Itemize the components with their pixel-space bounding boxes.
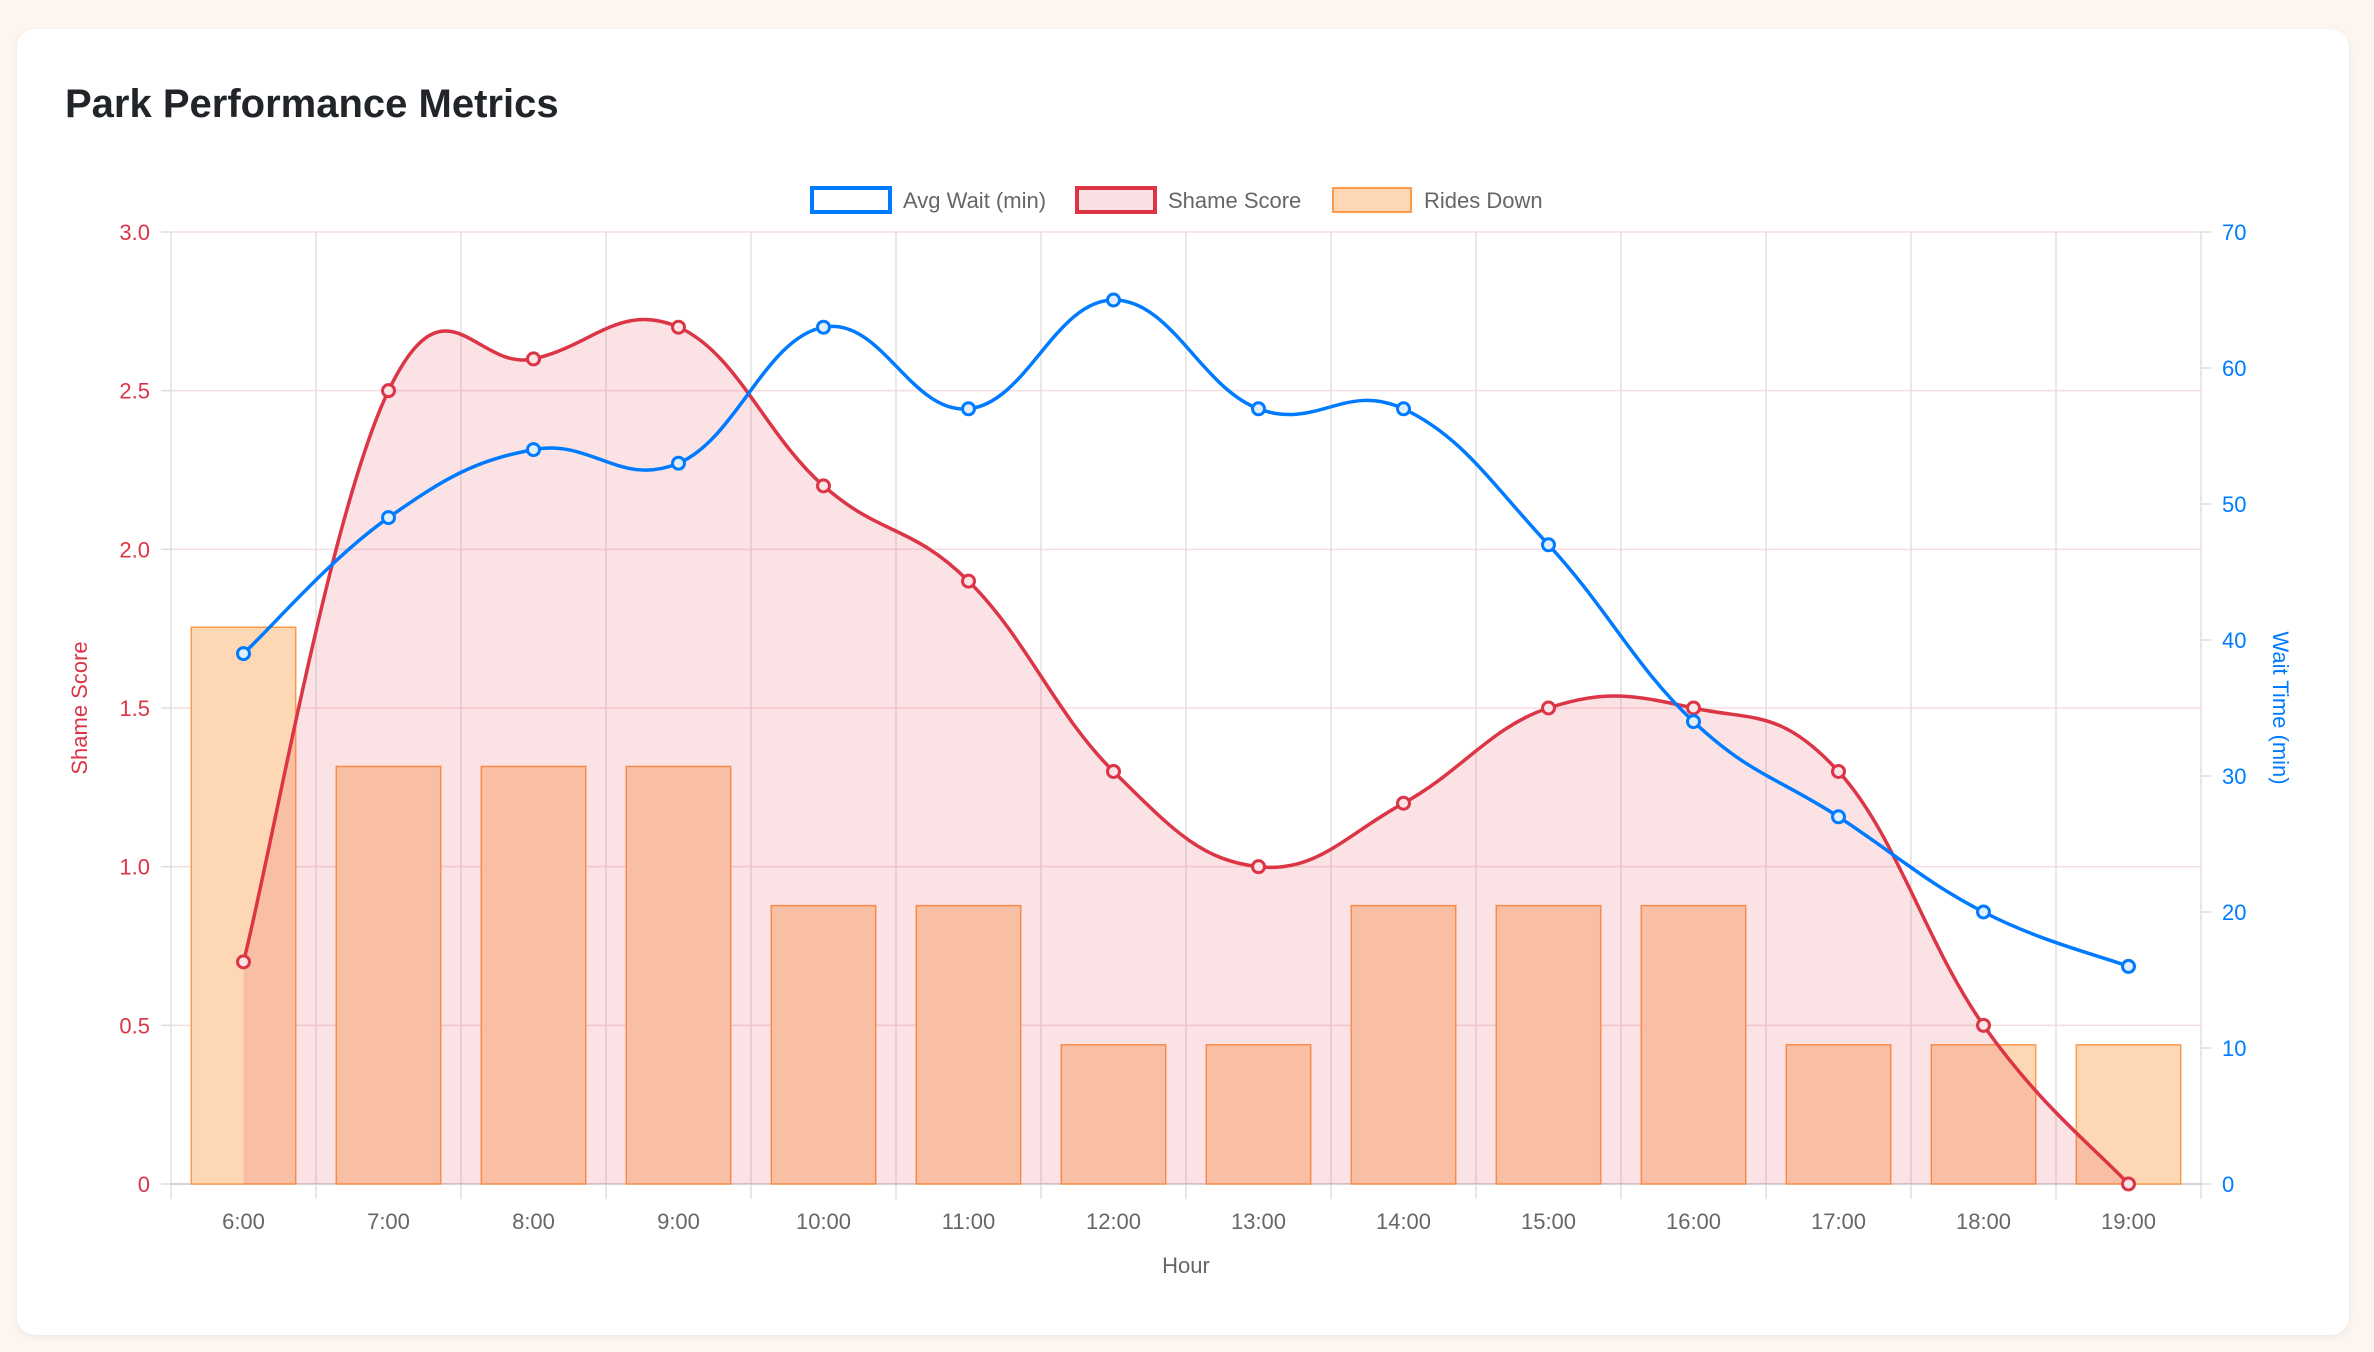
shame-score-point xyxy=(816,478,831,494)
x-tick-label: 14:00 xyxy=(1376,1209,1431,1234)
y-left-tick-label: 2.0 xyxy=(119,537,150,562)
y-left-tick-label: 0 xyxy=(138,1172,150,1197)
x-tick-label: 11:00 xyxy=(942,1209,995,1234)
legend-swatch xyxy=(1332,187,1412,213)
x-axis-title: Hour xyxy=(1162,1253,1210,1278)
shame-score-point xyxy=(381,383,396,399)
avg-wait-point xyxy=(1686,714,1701,730)
shame-score-point xyxy=(671,319,686,335)
y-left-tick-label: 3.0 xyxy=(119,220,150,245)
x-tick-label: 16:00 xyxy=(1666,1209,1721,1234)
bar-rides-down xyxy=(625,765,732,1185)
shame-score-point xyxy=(1976,1017,1991,1033)
shame-score-point xyxy=(2121,1176,2136,1192)
x-tick-label: 7:00 xyxy=(367,1209,410,1234)
y-left-tick-label: 0.5 xyxy=(119,1013,150,1038)
avg-wait-point xyxy=(961,401,976,417)
legend-swatch xyxy=(810,186,892,214)
y-right-tick-label: 50 xyxy=(2222,492,2246,517)
x-tick-label: 12:00 xyxy=(1086,1209,1141,1234)
avg-wait-point xyxy=(1541,537,1556,553)
y-left-tick-label: 1.0 xyxy=(119,855,150,880)
bar-rides-down xyxy=(1205,1044,1312,1185)
y-left-tick-label: 1.5 xyxy=(119,696,150,721)
x-tick-label: 6:00 xyxy=(222,1209,265,1234)
legend-item[interactable]: Rides Down xyxy=(1332,187,1543,213)
x-tick-label: 9:00 xyxy=(657,1209,700,1234)
page-title: Park Performance Metrics xyxy=(65,82,559,126)
x-tick-label: 15:00 xyxy=(1521,1209,1576,1234)
bar-rides-down xyxy=(1495,904,1602,1185)
x-tick-label: 19:00 xyxy=(2101,1209,2156,1234)
legend-label: Shame Score xyxy=(1168,188,1301,213)
x-tick-label: 18:00 xyxy=(1956,1209,2011,1234)
avg-wait-point xyxy=(671,455,686,471)
shame-score-point xyxy=(1251,859,1266,875)
shame-score-point xyxy=(526,351,541,367)
shame-score-point xyxy=(236,954,251,970)
avg-wait-point xyxy=(1396,401,1411,417)
avg-wait-point xyxy=(381,510,396,526)
y-left-tick-label: 2.5 xyxy=(119,379,150,404)
bar-rides-down xyxy=(915,904,1022,1185)
shame-score-point xyxy=(1831,763,1846,779)
x-tick-label: 8:00 xyxy=(512,1209,555,1234)
shame-score-point xyxy=(1686,700,1701,716)
bar-rides-down xyxy=(1060,1044,1167,1185)
shame-score-point xyxy=(1541,700,1556,716)
y-right-tick-label: 30 xyxy=(2222,764,2246,789)
shame-score-point xyxy=(961,573,976,589)
y-right-tick-label: 0 xyxy=(2222,1172,2234,1197)
y-right-tick-label: 60 xyxy=(2222,356,2246,381)
legend-label: Avg Wait (min) xyxy=(903,188,1046,213)
legend-item[interactable]: Shame Score xyxy=(1075,186,1301,214)
bar-rides-down xyxy=(1640,904,1747,1185)
legend-item[interactable]: Avg Wait (min) xyxy=(810,186,1046,214)
x-tick-label: 13:00 xyxy=(1231,1209,1286,1234)
avg-wait-point xyxy=(236,646,251,662)
avg-wait-point xyxy=(1251,401,1266,417)
x-tick-label: 17:00 xyxy=(1811,1209,1866,1234)
y-right-tick-label: 40 xyxy=(2222,628,2246,653)
bar-rides-down xyxy=(1785,1044,1892,1185)
avg-wait-point xyxy=(2121,958,2136,974)
legend-label: Rides Down xyxy=(1424,188,1543,213)
y-right-tick-label: 70 xyxy=(2222,220,2246,245)
y-right-tick-label: 20 xyxy=(2222,900,2246,925)
bar-rides-down xyxy=(335,765,442,1185)
y-right-axis-title: Wait Time (min) xyxy=(2268,631,2293,784)
bar-rides-down xyxy=(190,626,297,1185)
avg-wait-point xyxy=(816,319,831,335)
x-tick-label: 10:00 xyxy=(796,1209,851,1234)
bar-rides-down xyxy=(1350,904,1457,1185)
avg-wait-point xyxy=(526,442,541,458)
avg-wait-point xyxy=(1106,292,1121,308)
avg-wait-line xyxy=(242,298,2130,969)
legend-swatch xyxy=(1075,186,1157,214)
shame-score-area xyxy=(243,319,2129,1185)
bar-rides-down xyxy=(770,904,877,1185)
shame-score-point xyxy=(1396,795,1411,811)
y-right-tick-label: 10 xyxy=(2222,1036,2246,1061)
y-left-axis-title: Shame Score xyxy=(67,641,92,774)
avg-wait-point xyxy=(1976,904,1991,920)
avg-wait-point xyxy=(1831,809,1846,825)
bar-rides-down xyxy=(480,765,587,1185)
shame-score-point xyxy=(1106,763,1121,779)
